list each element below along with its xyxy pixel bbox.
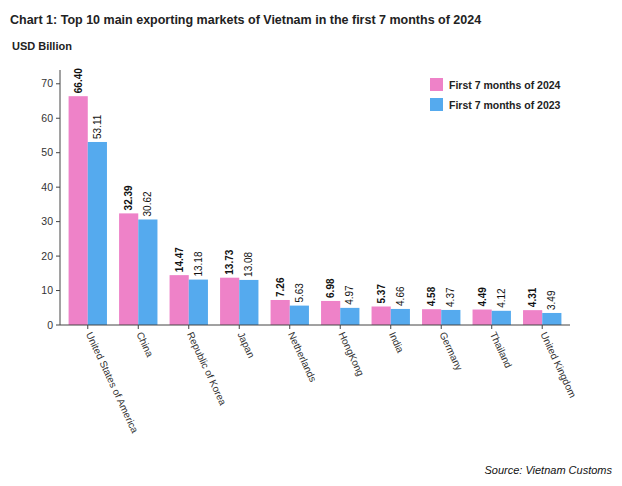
- bar: [271, 300, 290, 325]
- data-label: 4.37: [445, 287, 456, 307]
- bar: [321, 301, 340, 325]
- bar: [441, 310, 460, 325]
- y-axis-line: [60, 70, 61, 325]
- x-tick-label: Japan: [235, 330, 256, 359]
- x-tick: [289, 325, 290, 329]
- legend: First 7 months of 2024 First 7 months of …: [430, 78, 561, 111]
- data-label: 13.18: [193, 251, 204, 276]
- source-annotation: Source: Vietnam Customs: [484, 464, 612, 476]
- bars: [69, 96, 562, 325]
- y-tick-label: 40: [41, 181, 53, 193]
- legend-swatch: [430, 98, 443, 111]
- data-label: 6.98: [325, 278, 336, 298]
- y-tick: [56, 187, 60, 188]
- bar: [391, 309, 410, 325]
- x-tick-label: United States of America: [84, 330, 141, 435]
- bar: [542, 313, 561, 325]
- x-tick: [542, 325, 543, 329]
- y-tick: [56, 118, 60, 119]
- data-label: 14.47: [174, 247, 185, 272]
- x-tick-label: Thailand: [488, 330, 514, 369]
- data-label: 4.97: [344, 285, 355, 305]
- data-label: 32.39: [123, 185, 134, 210]
- x-tick: [390, 325, 391, 329]
- bar: [69, 96, 88, 325]
- x-tick: [491, 325, 492, 329]
- y-axis-label: USD Billion: [12, 40, 72, 52]
- x-tick-label: Netherlands: [286, 330, 319, 384]
- x-tick-label: Germany: [437, 330, 464, 372]
- y-tick-label: 60: [41, 112, 53, 124]
- x-tick: [138, 325, 139, 329]
- bar: [88, 142, 107, 325]
- data-label: 4.58: [426, 286, 437, 306]
- bar: [138, 219, 157, 325]
- y-tick-label: 10: [41, 284, 53, 296]
- bar: [119, 213, 138, 325]
- y-tick: [56, 152, 60, 153]
- background: [0, 0, 622, 486]
- x-axis-line: [60, 325, 570, 326]
- data-label: 4.66: [395, 286, 406, 306]
- data-label: 3.49: [546, 290, 557, 310]
- x-tick: [441, 325, 442, 329]
- y-tick-label: 20: [41, 250, 53, 262]
- y-tick-label: 70: [41, 77, 53, 89]
- x-tick: [87, 325, 88, 329]
- bar: [422, 309, 441, 325]
- bar: [220, 278, 239, 325]
- x-tick-label: China: [134, 330, 155, 359]
- bar: [170, 275, 189, 325]
- legend-label: First 7 months of 2024: [449, 79, 561, 91]
- y-tick: [56, 221, 60, 222]
- y-tick-label: 30: [41, 215, 53, 227]
- y-tick-label: 0: [47, 319, 53, 331]
- data-label: 66.40: [73, 68, 84, 93]
- bar: [523, 310, 542, 325]
- y-tick-label: 50: [41, 146, 53, 158]
- data-label: 4.49: [477, 287, 488, 307]
- legend-swatch: [430, 78, 443, 91]
- x-tick: [188, 325, 189, 329]
- bar: [492, 311, 511, 325]
- data-label: 4.31: [527, 287, 538, 307]
- y-tick: [56, 256, 60, 257]
- x-tick-label: United Kingdom: [538, 330, 578, 399]
- data-label: 30.62: [142, 191, 153, 216]
- chart: Chart 1: Top 10 main exporting markets o…: [0, 0, 622, 486]
- y-tick: [56, 83, 60, 84]
- bar: [473, 310, 492, 325]
- data-label: 53.11: [92, 114, 103, 139]
- x-tick-label: HongKong: [336, 330, 366, 377]
- data-label: 5.37: [376, 284, 387, 304]
- bar: [290, 306, 309, 325]
- x-tick-label: India: [387, 330, 406, 355]
- data-label: 13.08: [243, 251, 254, 276]
- data-label: 4.12: [496, 288, 507, 308]
- bar: [340, 308, 359, 325]
- bar: [239, 280, 258, 325]
- bar: [189, 280, 208, 325]
- x-tick: [340, 325, 341, 329]
- data-label: 7.26: [275, 277, 286, 297]
- data-label: 13.73: [224, 249, 235, 274]
- x-tick: [239, 325, 240, 329]
- legend-label: First 7 months of 2023: [449, 99, 561, 111]
- x-tick-label: Republic of Korea: [185, 330, 229, 407]
- data-label: 5.63: [294, 283, 305, 303]
- y-tick: [56, 325, 60, 326]
- y-tick: [56, 290, 60, 291]
- bar: [372, 306, 391, 325]
- title: Chart 1: Top 10 main exporting markets o…: [10, 13, 481, 27]
